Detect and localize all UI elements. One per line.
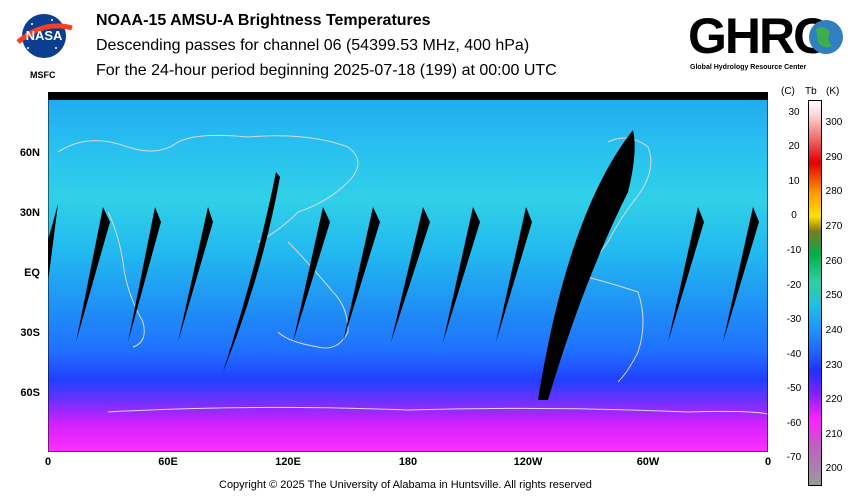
lon-label-60w: 60W	[636, 456, 660, 468]
subtitle-channel: Descending passes for channel 06 (54399.…	[96, 37, 530, 54]
nasa-logo: NASA	[12, 8, 76, 66]
tick-k-210: 210	[825, 429, 843, 440]
tick-k-250: 250	[825, 290, 843, 301]
tick-c-m50: -50	[786, 383, 802, 394]
tick-c-30: 30	[788, 107, 800, 118]
lon-label-60e: 60E	[158, 456, 178, 468]
tick-c-m30: -30	[786, 314, 802, 325]
tick-k-290: 290	[825, 152, 843, 163]
ghrc-wordmark: GHRC	[688, 8, 829, 64]
coastlines	[57, 134, 768, 415]
tick-k-260: 260	[825, 256, 843, 267]
swath-gaps	[48, 130, 759, 400]
colorbar	[808, 100, 822, 486]
lon-label-0-left: 0	[44, 456, 52, 468]
tick-c-0: 0	[791, 210, 797, 221]
brightness-temperature-map	[48, 92, 768, 452]
tick-k-270: 270	[825, 221, 843, 232]
ghrc-subtitle: Global Hydrology Resource Center	[690, 64, 807, 71]
colorbar-unit-tb: Tb	[805, 86, 817, 97]
tick-c-20: 20	[788, 141, 800, 152]
nasa-wordmark: NASA	[26, 28, 63, 43]
globe-icon	[809, 20, 843, 54]
tick-c-m40: -40	[786, 349, 802, 360]
ghrc-logo: GHRC Global Hydrology Resource Center	[688, 8, 848, 78]
lat-label-30n: 30N	[19, 207, 40, 219]
tick-k-230: 230	[825, 360, 843, 371]
tick-c-m10: -10	[786, 245, 802, 256]
tick-k-200: 200	[825, 463, 843, 474]
copyright-footer: Copyright © 2025 The University of Alaba…	[219, 479, 592, 491]
lat-label-60n: 60N	[19, 147, 40, 159]
tick-c-10: 10	[788, 176, 800, 187]
page-title: NOAA-15 AMSU-A Brightness Temperatures	[96, 12, 431, 29]
lon-label-180: 180	[398, 456, 418, 468]
tick-k-220: 220	[825, 394, 843, 405]
lat-label-30s: 30S	[20, 327, 40, 339]
colorbar-unit-celsius: (C)	[781, 86, 795, 97]
tick-k-300: 300	[825, 117, 843, 128]
lon-label-120w: 120W	[513, 456, 543, 468]
msfc-label: MSFC	[30, 70, 56, 80]
polar-data-gap	[48, 92, 768, 100]
tick-c-m60: -60	[786, 418, 802, 429]
lon-label-0-right: 0	[764, 456, 772, 468]
tick-k-240: 240	[825, 325, 843, 336]
lat-label-60s: 60S	[20, 387, 40, 399]
tick-c-m20: -20	[786, 280, 802, 291]
map-frame	[48, 92, 768, 452]
subtitle-period: For the 24-hour period beginning 2025-07…	[96, 62, 557, 79]
tick-k-280: 280	[825, 186, 843, 197]
lon-label-120e: 120E	[275, 456, 301, 468]
nasa-meatball-icon: NASA	[16, 14, 73, 58]
colorbar-unit-kelvin: (K)	[826, 86, 840, 97]
lat-label-eq: EQ	[24, 267, 40, 279]
tick-c-m70: -70	[786, 452, 802, 463]
